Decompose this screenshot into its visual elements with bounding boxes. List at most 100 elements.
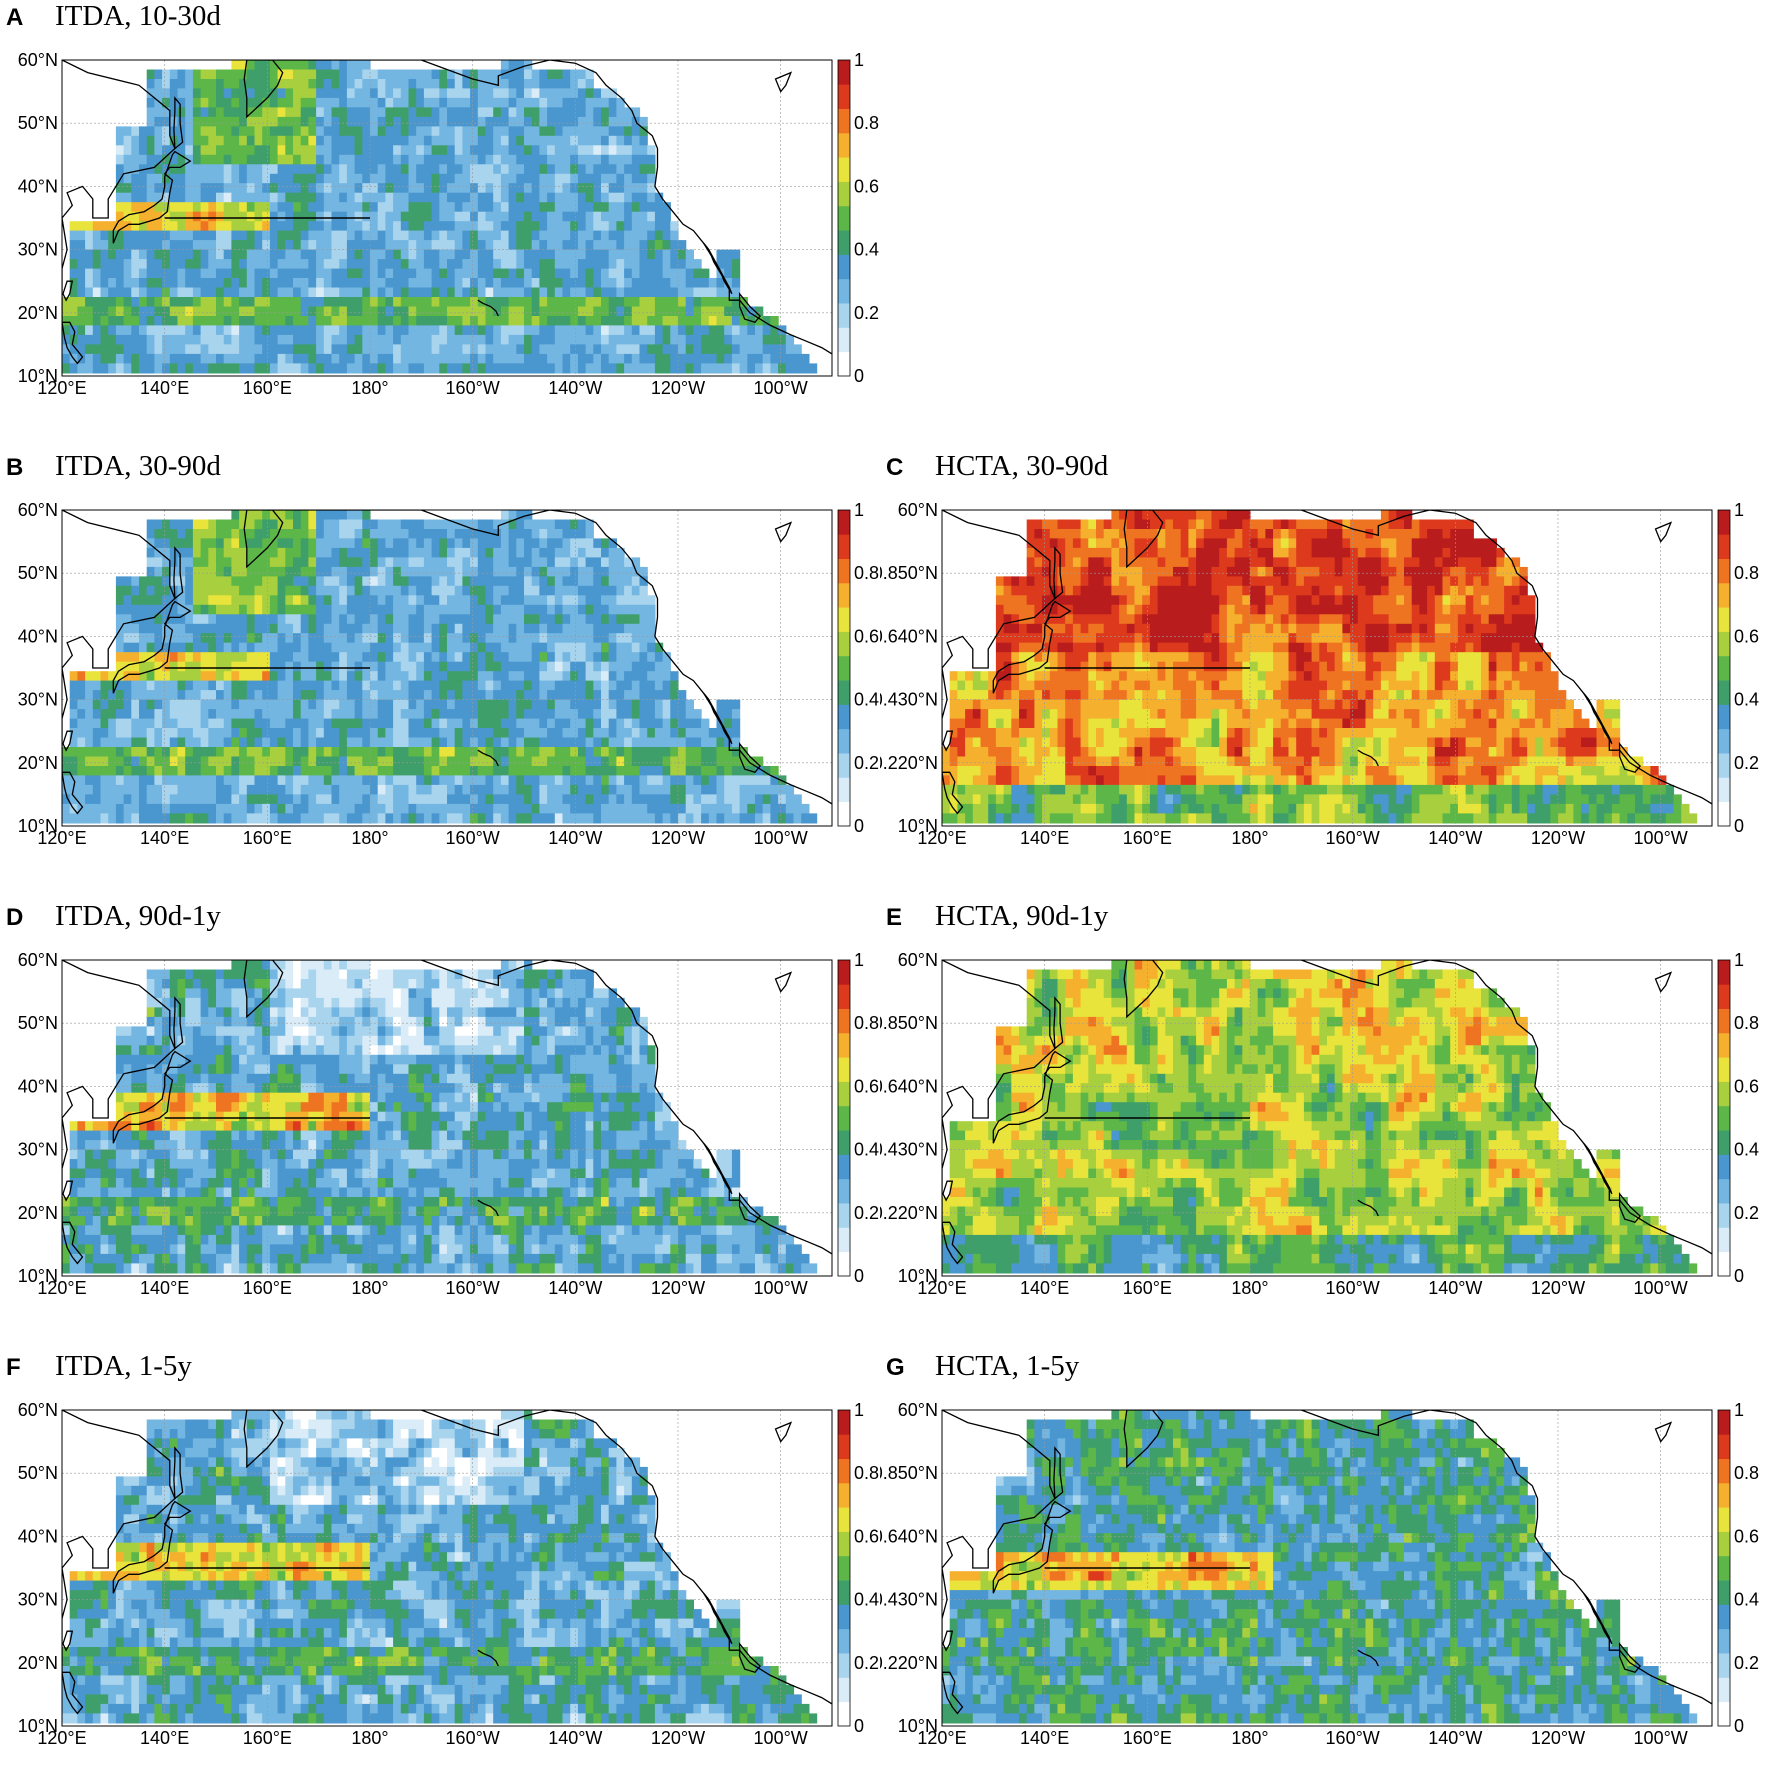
lon-tick-label: 140°E bbox=[1020, 1728, 1069, 1748]
colorbar-swatch bbox=[1718, 510, 1730, 535]
lon-tick-label: 100°W bbox=[754, 378, 808, 398]
lon-tick-label: 140°E bbox=[140, 1728, 189, 1748]
colorbar-swatch bbox=[838, 133, 850, 158]
lon-tick-label: 160°E bbox=[243, 1278, 292, 1298]
colorbar-tick-label: 0 bbox=[1734, 1716, 1744, 1736]
colorbar-tick-label: 0.2 bbox=[854, 753, 879, 773]
colorbar-swatch bbox=[838, 1629, 850, 1654]
colorbar-swatch bbox=[838, 1507, 850, 1532]
panel-letter: G bbox=[886, 1354, 905, 1382]
colorbar-swatch bbox=[838, 1106, 850, 1131]
lat-tick-label: 20°N bbox=[18, 753, 58, 773]
colorbar-swatch bbox=[838, 534, 850, 559]
colorbar-swatch bbox=[838, 303, 850, 328]
lat-tick-label: 60°N bbox=[898, 950, 938, 970]
colorbar-swatch bbox=[838, 729, 850, 754]
colorbar-swatch bbox=[838, 182, 850, 207]
colorbar-swatch bbox=[838, 1410, 850, 1435]
colorbar-tick-label: 0.8 bbox=[1734, 1463, 1759, 1483]
colorbar-tick-label: 0.4 bbox=[854, 1140, 879, 1160]
colorbar-swatch bbox=[1718, 1532, 1730, 1557]
colorbar-swatch bbox=[1718, 1507, 1730, 1532]
panel-title: ITDA, 30-90d bbox=[55, 450, 221, 483]
lat-tick-label: 60°N bbox=[898, 500, 938, 520]
lon-tick-label: 160°E bbox=[1123, 1728, 1172, 1748]
colorbar-tick-label: 0.4 bbox=[1734, 690, 1759, 710]
lat-tick-label: 0.640°N bbox=[880, 1526, 938, 1546]
lat-tick-label: 60°N bbox=[18, 500, 58, 520]
lon-tick-label: 100°W bbox=[1634, 1278, 1688, 1298]
colorbar-tick-label: 0 bbox=[1734, 816, 1744, 836]
colorbar-swatch bbox=[838, 206, 850, 231]
lon-tick-label: 100°W bbox=[1634, 828, 1688, 848]
colorbar-swatch bbox=[1718, 1057, 1730, 1082]
lat-tick-label: 0.220°N bbox=[880, 1203, 938, 1223]
colorbar-tick-label: 1 bbox=[1734, 950, 1744, 970]
colorbar-swatch bbox=[838, 352, 850, 377]
colorbar-tick-label: 0.2 bbox=[854, 1653, 879, 1673]
lat-tick-label: 0.640°N bbox=[880, 1076, 938, 1096]
colorbar-tick-label: 0 bbox=[854, 1266, 864, 1286]
colorbar-swatch bbox=[1718, 984, 1730, 1009]
lon-tick-label: 160°E bbox=[243, 1728, 292, 1748]
colorbar-tick-label: 0.4 bbox=[854, 1590, 879, 1610]
colorbar-swatch bbox=[838, 1459, 850, 1484]
colorbar-tick-label: 1 bbox=[1734, 1400, 1744, 1420]
map-plot: 60°N0.850°N0.640°N0.430°N0.220°N10°N120°… bbox=[880, 1398, 1760, 1790]
colorbar: 10.80.60.40.20 bbox=[1718, 950, 1759, 1286]
lat-tick-label: 40°N bbox=[18, 1076, 58, 1096]
colorbar-swatch bbox=[1718, 1252, 1730, 1277]
lon-tick-label: 120°E bbox=[37, 1728, 86, 1748]
colorbar-tick-label: 0.2 bbox=[1734, 1653, 1759, 1673]
colorbar-swatch bbox=[1718, 705, 1730, 730]
colorbar-swatch bbox=[838, 1057, 850, 1082]
map-plot: 60°N0.850°N0.640°N0.430°N0.220°N10°N120°… bbox=[880, 498, 1760, 890]
colorbar-tick-label: 0.6 bbox=[854, 176, 879, 196]
colorbar-swatch bbox=[1718, 1410, 1730, 1435]
lat-tick-label: 20°N bbox=[18, 1653, 58, 1673]
lon-tick-label: 140°W bbox=[548, 828, 602, 848]
colorbar-swatch bbox=[1718, 1629, 1730, 1654]
lat-tick-label: 0.850°N bbox=[880, 563, 938, 583]
colorbar-tick-label: 0.8 bbox=[1734, 1013, 1759, 1033]
colorbar-swatch bbox=[1718, 729, 1730, 754]
lon-tick-label: 120°W bbox=[1531, 828, 1585, 848]
colorbar-swatch bbox=[838, 607, 850, 632]
colorbar-swatch bbox=[838, 1130, 850, 1155]
colorbar-swatch bbox=[1718, 656, 1730, 681]
colorbar-swatch bbox=[1718, 1130, 1730, 1155]
colorbar-swatch bbox=[1718, 802, 1730, 827]
colorbar-swatch bbox=[1718, 1483, 1730, 1508]
colorbar-tick-label: 1 bbox=[854, 1400, 864, 1420]
colorbar-swatch bbox=[1718, 1434, 1730, 1459]
lon-tick-label: 120°E bbox=[37, 378, 86, 398]
colorbar-swatch bbox=[838, 157, 850, 182]
colorbar-swatch bbox=[838, 680, 850, 705]
colorbar-swatch bbox=[1718, 753, 1730, 778]
colorbar-swatch bbox=[1718, 1179, 1730, 1204]
colorbar-swatch bbox=[1718, 559, 1730, 584]
colorbar-swatch bbox=[838, 1434, 850, 1459]
colorbar-swatch bbox=[838, 1252, 850, 1277]
colorbar-swatch bbox=[838, 632, 850, 657]
colorbar-tick-label: 1 bbox=[854, 50, 864, 70]
colorbar-swatch bbox=[838, 753, 850, 778]
panel-letter: D bbox=[6, 904, 23, 932]
colorbar-swatch bbox=[838, 327, 850, 352]
panel-title: HCTA, 30-90d bbox=[935, 450, 1108, 483]
colorbar-swatch bbox=[838, 1556, 850, 1581]
colorbar-swatch bbox=[838, 1009, 850, 1034]
colorbar-swatch bbox=[1718, 632, 1730, 657]
lon-tick-label: 180° bbox=[351, 828, 388, 848]
lon-tick-label: 120°W bbox=[651, 1728, 705, 1748]
lon-tick-label: 100°W bbox=[754, 1278, 808, 1298]
colorbar-swatch bbox=[838, 84, 850, 109]
lat-tick-label: 50°N bbox=[18, 113, 58, 133]
lat-tick-label: 0.430°N bbox=[880, 690, 938, 710]
lon-tick-label: 100°W bbox=[1634, 1728, 1688, 1748]
